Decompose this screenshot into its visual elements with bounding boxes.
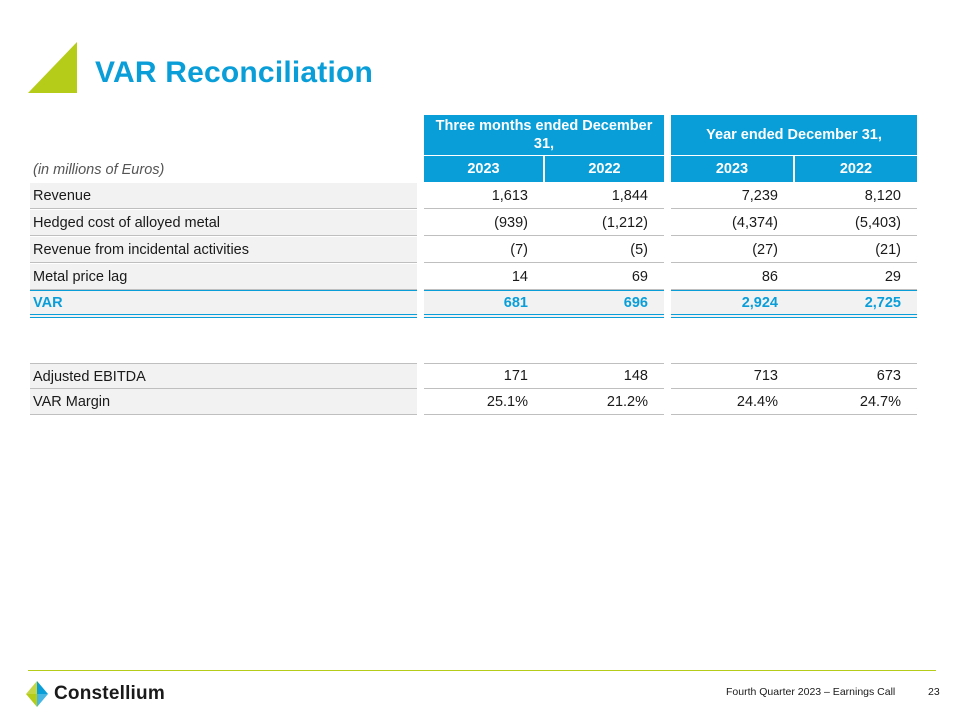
table-cell: 24.7% xyxy=(859,394,901,410)
table-cell: 7,239 xyxy=(741,188,778,204)
table-row-adjusted-ebitda: Adjusted EBITDA 171 148 713 673 xyxy=(0,363,960,389)
page-title: VAR Reconciliation xyxy=(95,56,374,89)
table-cell: 713 xyxy=(753,368,778,384)
table-cell: (5) xyxy=(630,242,648,258)
table-cell: (1,212) xyxy=(602,215,648,231)
company-logo: Constellium xyxy=(26,681,165,707)
table-cell: (21) xyxy=(875,242,901,258)
table-cell: (4,374) xyxy=(732,215,778,231)
event-label: Fourth Quarter 2023 – Earnings Call xyxy=(726,686,896,698)
table-cell: (7) xyxy=(510,242,528,258)
table-cell: 2,725 xyxy=(864,295,901,311)
table-cell: 673 xyxy=(876,368,901,384)
row-label: Revenue from incidental activities xyxy=(30,237,417,263)
table-cell: 696 xyxy=(623,295,648,311)
table-row-incidental: Revenue from incidental activities (7) (… xyxy=(0,237,960,263)
table-cell: 25.1% xyxy=(486,394,528,410)
table-cell: 14 xyxy=(511,269,528,285)
title-triangle-icon xyxy=(28,42,77,93)
table-cell: 1,844 xyxy=(611,188,648,204)
table-cell: (939) xyxy=(494,215,528,231)
table-cell: 681 xyxy=(503,295,528,311)
company-name: Constellium xyxy=(54,683,165,704)
table-cell: 86 xyxy=(761,269,778,285)
table-row-hedged-cost: Hedged cost of alloyed metal (939) (1,21… xyxy=(0,210,960,236)
table-cell: 148 xyxy=(623,368,648,384)
table-cell: (27) xyxy=(752,242,778,258)
units-label: (in millions of Euros) xyxy=(33,162,165,178)
row-label: VAR Margin xyxy=(30,389,417,415)
header-year-q-2022: 2022 xyxy=(545,156,664,182)
row-label: VAR xyxy=(30,290,417,318)
row-label: Metal price lag xyxy=(30,264,417,290)
header-year-fy-2022: 2022 xyxy=(795,156,917,182)
table-cell: 1,613 xyxy=(491,188,528,204)
table-cell: 8,120 xyxy=(864,188,901,204)
table-cell: 24.4% xyxy=(736,394,778,410)
table-row-var-total: VAR 681 696 2,924 2,725 xyxy=(0,290,960,318)
page-number: 23 xyxy=(928,686,940,698)
table-cell: 29 xyxy=(884,269,901,285)
row-label: Revenue xyxy=(30,183,417,209)
table-row-revenue: Revenue 1,613 1,844 7,239 8,120 xyxy=(0,183,960,209)
table-cell: 21.2% xyxy=(606,394,648,410)
table-row-metal-price-lag: Metal price lag 14 69 86 29 xyxy=(0,264,960,290)
row-label: Hedged cost of alloyed metal xyxy=(30,210,417,236)
header-year-q-2023: 2023 xyxy=(424,156,543,182)
table-cell: 69 xyxy=(631,269,648,285)
footer-divider xyxy=(28,670,936,671)
header-year-ended: Year ended December 31, xyxy=(671,115,917,155)
header-three-months: Three months ended December 31, xyxy=(424,115,664,155)
table-cell: 171 xyxy=(503,368,528,384)
row-label: Adjusted EBITDA xyxy=(30,363,417,389)
header-year-fy-2023: 2023 xyxy=(671,156,793,182)
table-cell: (5,403) xyxy=(855,215,901,231)
table-cell: 2,924 xyxy=(741,295,778,311)
constellium-logo-icon xyxy=(26,681,48,707)
table-row-var-margin: VAR Margin 25.1% 21.2% 24.4% 24.7% xyxy=(0,389,960,415)
